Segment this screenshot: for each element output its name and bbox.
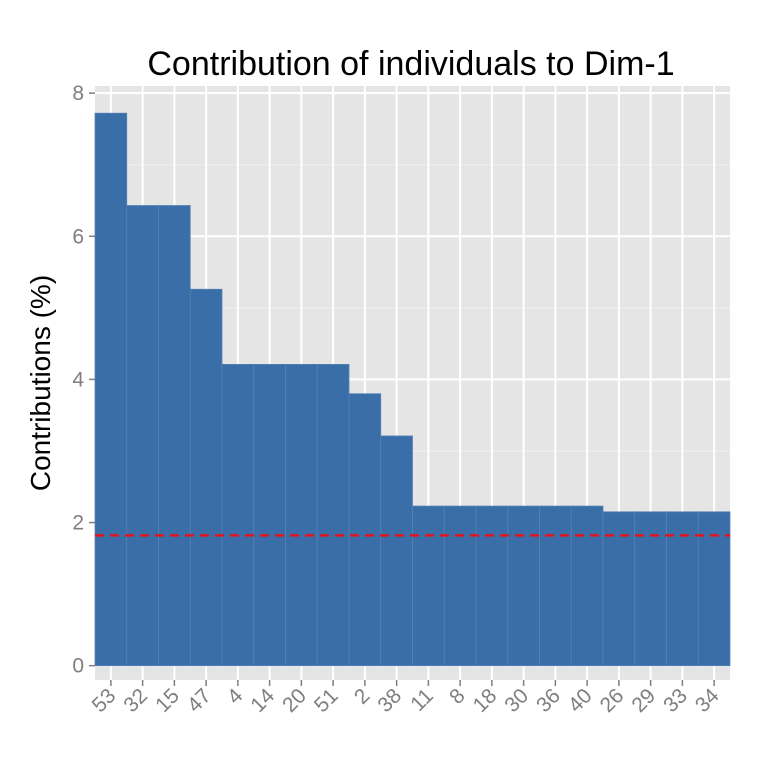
x-tick-label: 18 (469, 684, 502, 717)
x-tick-label: 11 (406, 684, 438, 716)
x-tick-label: 20 (278, 684, 311, 717)
y-tick-label: 8 (72, 82, 84, 105)
x-tick-label: 47 (183, 684, 216, 717)
y-tick-label: 4 (72, 368, 84, 391)
x-tick-label: 26 (596, 684, 629, 717)
bar (412, 505, 445, 667)
bar (253, 363, 286, 667)
bar (94, 112, 128, 667)
y-tick-label: 6 (72, 225, 84, 248)
bar (189, 288, 223, 667)
bar (380, 435, 413, 667)
bar (443, 505, 477, 667)
x-tick-label: 36 (532, 684, 565, 717)
y-tick-label: 0 (72, 655, 84, 678)
x-tick-label: 15 (151, 684, 184, 717)
bars (94, 112, 731, 667)
y-axis: 0 2 4 6 8 (72, 82, 95, 678)
x-tick-label: 53 (88, 684, 121, 717)
bar (507, 505, 540, 667)
bar (539, 505, 572, 667)
bar (126, 205, 159, 667)
x-tick-label: 14 (246, 684, 279, 717)
bar (475, 505, 509, 667)
x-tick-label: 4 (223, 684, 248, 709)
x-tick-label: 30 (500, 684, 533, 717)
bar (697, 511, 731, 667)
x-tick-label: 29 (627, 684, 660, 717)
y-tick-label: 2 (72, 512, 84, 535)
bar (634, 511, 667, 667)
x-tick-label: 40 (564, 684, 597, 717)
bar (221, 363, 255, 667)
bar (285, 363, 318, 667)
x-tick-label: 51 (310, 684, 343, 717)
x-tick-label: 34 (691, 684, 724, 717)
y-axis-label: Contributions (%) (25, 275, 56, 491)
bar (316, 363, 350, 667)
x-tick-label: 32 (119, 684, 152, 717)
bar (348, 393, 382, 667)
bar (158, 205, 191, 667)
chart-title: Contribution of individuals to Dim-1 (147, 45, 674, 83)
x-tick-label: 2 (350, 684, 375, 709)
bar (570, 505, 604, 667)
x-tick-label: 8 (445, 684, 470, 709)
x-tick-label: 33 (659, 684, 692, 717)
bar (602, 511, 636, 667)
x-tick-label: 38 (373, 684, 406, 717)
